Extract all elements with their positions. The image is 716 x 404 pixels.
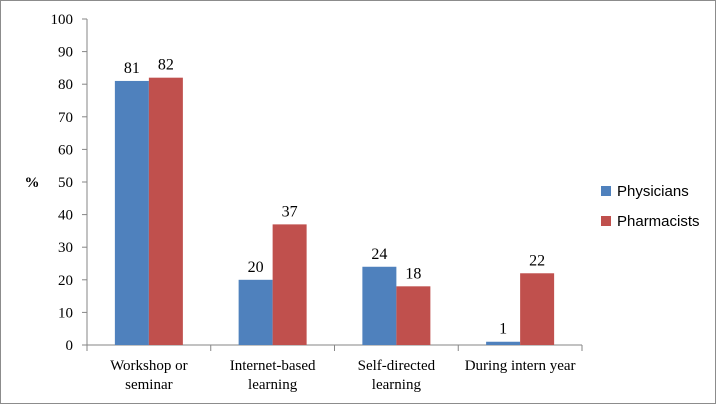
bar-physicians — [238, 279, 273, 345]
bar-pharmacists — [396, 286, 431, 345]
y-tick-label: 90 — [58, 45, 73, 61]
x-category-label: learning — [372, 377, 422, 393]
y-tick-label: 30 — [58, 240, 73, 256]
data-label: 20 — [248, 259, 264, 276]
x-category-label: During intern year — [465, 358, 576, 374]
y-tick-label: 100 — [51, 12, 74, 28]
y-axis-title: % — [25, 175, 40, 191]
data-label: 82 — [158, 57, 174, 74]
legend-item: Physicians — [601, 176, 700, 206]
y-tick-label: 20 — [58, 273, 73, 289]
bar-pharmacists — [272, 224, 307, 345]
bar-physicians — [114, 80, 149, 345]
x-category-label: Self-directed — [358, 358, 436, 374]
y-tick-label: 10 — [58, 305, 73, 321]
x-category-label: seminar — [125, 377, 172, 393]
y-tick-label: 0 — [66, 338, 74, 354]
y-tick-label: 80 — [58, 77, 73, 93]
data-label: 24 — [371, 246, 387, 263]
x-category-label: learning — [248, 377, 298, 393]
x-category-label: Workshop or — [110, 358, 188, 374]
legend-label: Pharmacists — [617, 212, 700, 230]
bar-pharmacists — [148, 77, 183, 346]
y-tick-label: 60 — [58, 142, 73, 158]
data-label: 22 — [529, 252, 545, 269]
data-label: 1 — [499, 321, 507, 338]
y-tick-label: 70 — [58, 110, 73, 126]
legend-label: Physicians — [617, 182, 689, 200]
legend-swatch — [601, 216, 611, 226]
y-tick-label: 50 — [58, 175, 73, 191]
data-label: 18 — [405, 265, 421, 282]
legend-swatch — [601, 186, 611, 196]
legend: Physicians Pharmacists — [601, 176, 700, 236]
x-category-label: Internet-based — [230, 358, 316, 374]
bar-physicians — [486, 341, 521, 345]
legend-item: Pharmacists — [601, 206, 700, 236]
y-tick-label: 40 — [58, 208, 73, 224]
bar-pharmacists — [520, 273, 555, 345]
data-label: 81 — [124, 60, 140, 77]
data-label: 37 — [282, 203, 298, 220]
bar-physicians — [362, 266, 397, 345]
